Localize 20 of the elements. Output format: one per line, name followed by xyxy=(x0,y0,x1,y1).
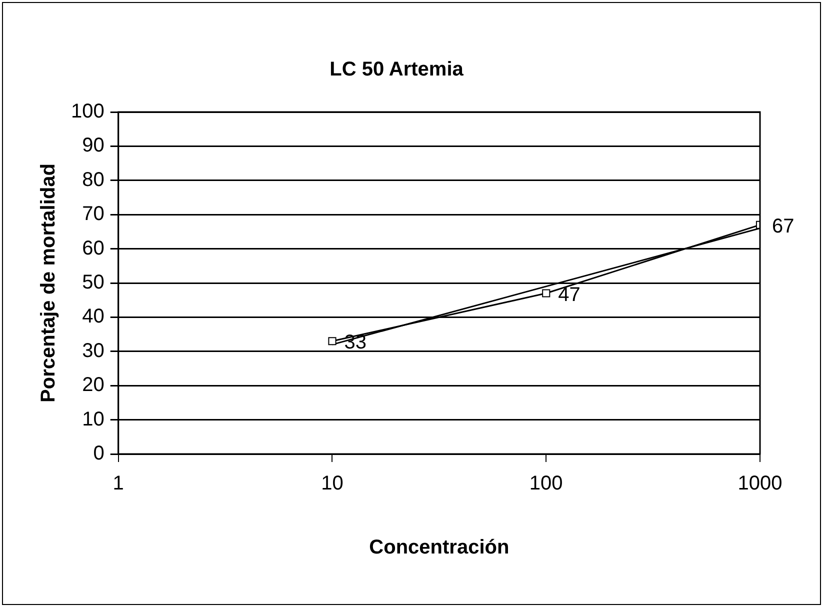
data-label: 47 xyxy=(558,284,580,306)
x-tick-label: 1000 xyxy=(738,472,782,495)
y-axis-title: Porcentaje de mortalidad xyxy=(38,164,60,402)
y-tick-label: 10 xyxy=(82,408,104,430)
y-tick-label: 90 xyxy=(82,134,104,157)
chart-title: LC 50 Artemia xyxy=(330,58,464,81)
y-tick-label: 100 xyxy=(70,100,104,123)
y-tick-label: 80 xyxy=(82,168,104,191)
x-axis-title: Concentración xyxy=(369,536,510,559)
data-label: 67 xyxy=(772,215,794,238)
y-tick-label: 60 xyxy=(82,237,104,260)
x-tick-label: 1 xyxy=(112,472,124,495)
y-tick-label: 30 xyxy=(82,340,104,362)
x-tick-label: 100 xyxy=(529,472,563,495)
x-tick-label: 10 xyxy=(321,472,344,495)
y-tick-label: 40 xyxy=(82,306,104,328)
y-tick-label: 20 xyxy=(82,374,104,396)
y-tick-label: 50 xyxy=(82,272,104,294)
y-tick-label: 70 xyxy=(82,203,104,226)
y-tick-label: 0 xyxy=(93,442,104,465)
